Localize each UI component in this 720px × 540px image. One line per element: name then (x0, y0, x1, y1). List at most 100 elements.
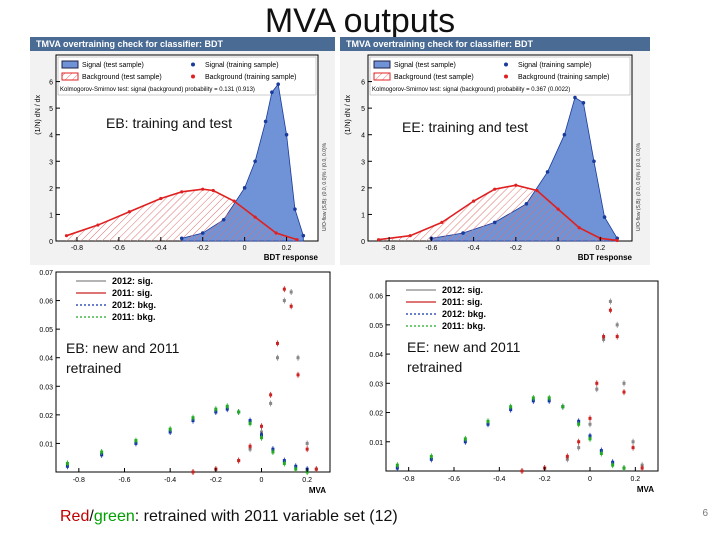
background-train-point (159, 196, 163, 201)
y-tick-label: 3 (361, 159, 365, 166)
sig-2011-point (289, 304, 293, 308)
bkg-2011-point (486, 419, 490, 423)
y-tick-label: 0.01 (39, 441, 53, 448)
signal-train-point (284, 132, 289, 137)
bkg-2011-point (531, 396, 535, 400)
y-tick-label: 0.02 (369, 411, 383, 418)
background-train-point (556, 207, 560, 211)
sig-2011-point (631, 446, 635, 450)
x-tick-label: 0 (243, 245, 247, 252)
x-tick-label: -0.6 (118, 477, 130, 484)
eb-retrained-label-line1: EB: new and 2011 (66, 340, 180, 356)
legend-label: 2011: sig. (442, 297, 483, 307)
legend-label: 2012: bkg. (112, 300, 156, 310)
ks-test-text: Kolmogorov-Smirnov test: signal (backgro… (372, 87, 570, 93)
x-axis-label: BDT response (578, 253, 633, 262)
page-number: 6 (702, 508, 708, 519)
background-area (378, 185, 618, 241)
sig-2012-point (269, 401, 273, 405)
sig-2012-point (622, 381, 626, 385)
signal-train-point (581, 101, 586, 105)
sig-2011-point (595, 381, 599, 385)
x-tick-label: -0.4 (468, 245, 480, 252)
overflow-note: U/O-flow (S,B): (0.0, 0.0)% / (0.0, 0.0)… (322, 142, 328, 231)
ee-retrained-overlay-label: EE: new and 2011 retrained (407, 337, 520, 377)
y-tick-label: 2 (49, 186, 53, 193)
bkg-2011-point (429, 454, 433, 458)
signal-train-point (263, 119, 268, 124)
y-tick-label: 6 (49, 80, 53, 87)
x-tick-label: 0 (260, 477, 264, 484)
background-train-point (96, 223, 100, 227)
legend-swatch-signal-test (373, 60, 391, 69)
plot-frame (385, 280, 659, 472)
x-tick-label: -0.6 (113, 245, 125, 252)
y-tick-label: 0.05 (39, 327, 53, 334)
y-tick-label: 0.01 (369, 440, 383, 447)
y-tick-label: 0.04 (39, 356, 53, 363)
sig-2011-point (602, 335, 606, 339)
signal-train-point (573, 95, 577, 100)
bkg-2011-point (547, 396, 551, 400)
legend-label: 2011: bkg. (112, 312, 156, 322)
sig-2012-point (588, 422, 592, 426)
y-tick-label: 2 (361, 186, 365, 193)
sig-2011-point (622, 390, 626, 394)
bkg-2011-point (463, 437, 467, 441)
legend-swatch-background-test (373, 72, 391, 81)
sig-2011-point (577, 440, 581, 444)
footnote-red: Red (60, 508, 90, 525)
sig-2011-point (615, 335, 619, 339)
signal-train-point (270, 90, 274, 94)
overflow-note: U/O-flow (S,B): (0.0, 0.0)% / (0.0, 0.0)… (636, 142, 642, 231)
y-tick-label: 3 (49, 159, 53, 166)
sig-2011-point (296, 373, 300, 377)
x-tick-label: -0.4 (155, 245, 167, 252)
sig-2012-point (282, 299, 286, 303)
x-tick-label: -0.2 (197, 245, 209, 252)
x-tick-label: 0 (556, 245, 560, 252)
x-tick-label: 0 (588, 476, 592, 483)
y-tick-label: 5 (49, 106, 53, 113)
signal-train-point (524, 202, 529, 206)
y-tick-label: 1 (361, 212, 365, 219)
x-tick-label: 0.2 (595, 245, 605, 252)
ee-retrained-plot: 2012: sig. 2011: sig. 2012: bkg. 2011: bkg.… (352, 275, 662, 497)
legend-label: Background (test sample) (82, 74, 162, 81)
background-train-point (211, 188, 215, 193)
y-tick-label: 0.04 (369, 352, 383, 359)
footnote: Red/green: retrained with 2011 variable … (60, 508, 398, 526)
x-tick-label: -0.8 (73, 477, 85, 484)
x-tick-label: 0.2 (630, 476, 640, 483)
x-axis-label: MVA (637, 485, 654, 494)
signal-train-point (179, 236, 184, 241)
y-axis-label: (1/N) dN / dx (345, 95, 352, 135)
background-train-point (514, 183, 518, 187)
legend-marker-signal-train (191, 62, 195, 67)
legend-label: 2012: sig. (442, 285, 483, 295)
legend-label: Signal (training sample) (205, 62, 279, 69)
y-tick-label: 4 (361, 133, 365, 140)
signal-train-point (221, 217, 226, 222)
background-train-point (127, 210, 131, 214)
bkg-2011-point (214, 407, 218, 411)
legend-label: Signal (test sample) (82, 62, 144, 69)
legend-label: Signal (test sample) (394, 62, 456, 69)
legend-label: Background (training sample) (205, 74, 296, 81)
signal-train-point (545, 170, 550, 174)
legend-label: 2011: bkg. (442, 321, 486, 331)
eb-tmva-plot-title: TMVA overtraining check for classifier: … (30, 37, 335, 51)
signal-train-point (562, 132, 567, 137)
sig-2012-point (595, 387, 599, 391)
legend-marker-background-train (504, 74, 508, 79)
bkg-2011-point (260, 436, 263, 440)
bkg-2011-point (611, 463, 615, 467)
legend-label: 2011: sig. (112, 288, 153, 298)
background-train-point (535, 188, 539, 193)
background-train-point (295, 238, 299, 242)
x-tick-label: -0.4 (493, 476, 505, 483)
legend-marker-signal-train (504, 62, 508, 67)
x-axis-label: MVA (309, 486, 326, 495)
background-train-point (440, 220, 444, 224)
sig-2011-point (640, 466, 644, 470)
